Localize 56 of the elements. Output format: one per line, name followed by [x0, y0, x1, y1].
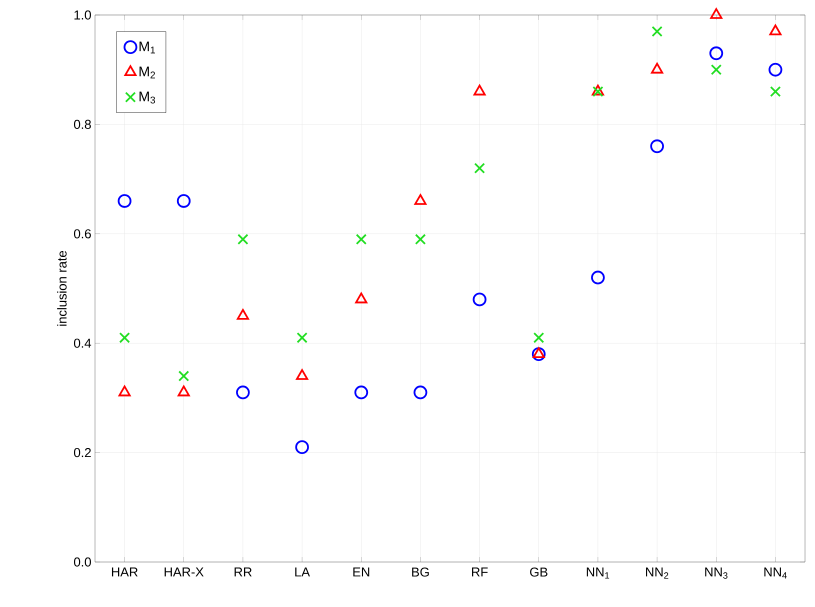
point [769, 24, 782, 36]
point [414, 194, 426, 205]
point [768, 62, 782, 77]
point [709, 46, 724, 60]
point [591, 270, 605, 284]
point [414, 234, 426, 245]
y-tick-label: 0.0 [74, 557, 91, 567]
point [651, 62, 664, 74]
x-tick-label: LA [295, 568, 310, 576]
point [296, 369, 308, 380]
point [474, 84, 486, 96]
x-tick-label: RR [234, 568, 252, 576]
point [176, 194, 191, 208]
point [650, 139, 664, 154]
point [770, 86, 781, 98]
x-tick-label: EN [353, 568, 370, 576]
y-tick-label: 0.2 [74, 448, 91, 458]
point [119, 332, 130, 344]
point [295, 440, 309, 454]
point [532, 347, 546, 362]
point [178, 386, 190, 396]
x-tick-label: HAR [112, 568, 138, 576]
point [472, 292, 486, 306]
y-axis-title: inclusion rate [57, 250, 67, 326]
y-tick-label: 0.4 [74, 338, 92, 348]
x-tick-label: HAR-X [164, 568, 204, 576]
point [710, 64, 722, 76]
x-tick-label: NN$_{3}$ [705, 568, 728, 579]
y-tick-label: 1.0 [74, 10, 91, 20]
point [118, 386, 131, 396]
point [354, 386, 368, 400]
legend-label: M$_{1}$ [140, 42, 155, 54]
x-tick-label: BG [412, 568, 429, 577]
legend-label: M$_{3}$ [140, 92, 156, 104]
point [356, 234, 367, 245]
point [237, 234, 248, 245]
point [532, 347, 545, 358]
point [414, 386, 428, 400]
point [474, 162, 486, 174]
point [652, 26, 663, 37]
point [118, 194, 132, 208]
point [710, 8, 722, 19]
point [236, 308, 249, 320]
point [236, 386, 250, 400]
point [533, 332, 544, 344]
x-tick-label: NN$_{2}$ [646, 568, 668, 579]
point [355, 292, 368, 304]
y-tick-label: 0.8 [74, 120, 91, 129]
x-tick-label: NN$_{4}$ [764, 568, 787, 579]
point [296, 332, 308, 344]
legend-label: M$_{2}$ [140, 66, 155, 78]
x-tick-label: RF [472, 568, 488, 576]
y-tick-label: 0.6 [74, 229, 91, 238]
x-tick-label: NN$_{1}$ [586, 568, 610, 579]
point [178, 370, 190, 382]
x-tick-label: GB [530, 568, 548, 577]
